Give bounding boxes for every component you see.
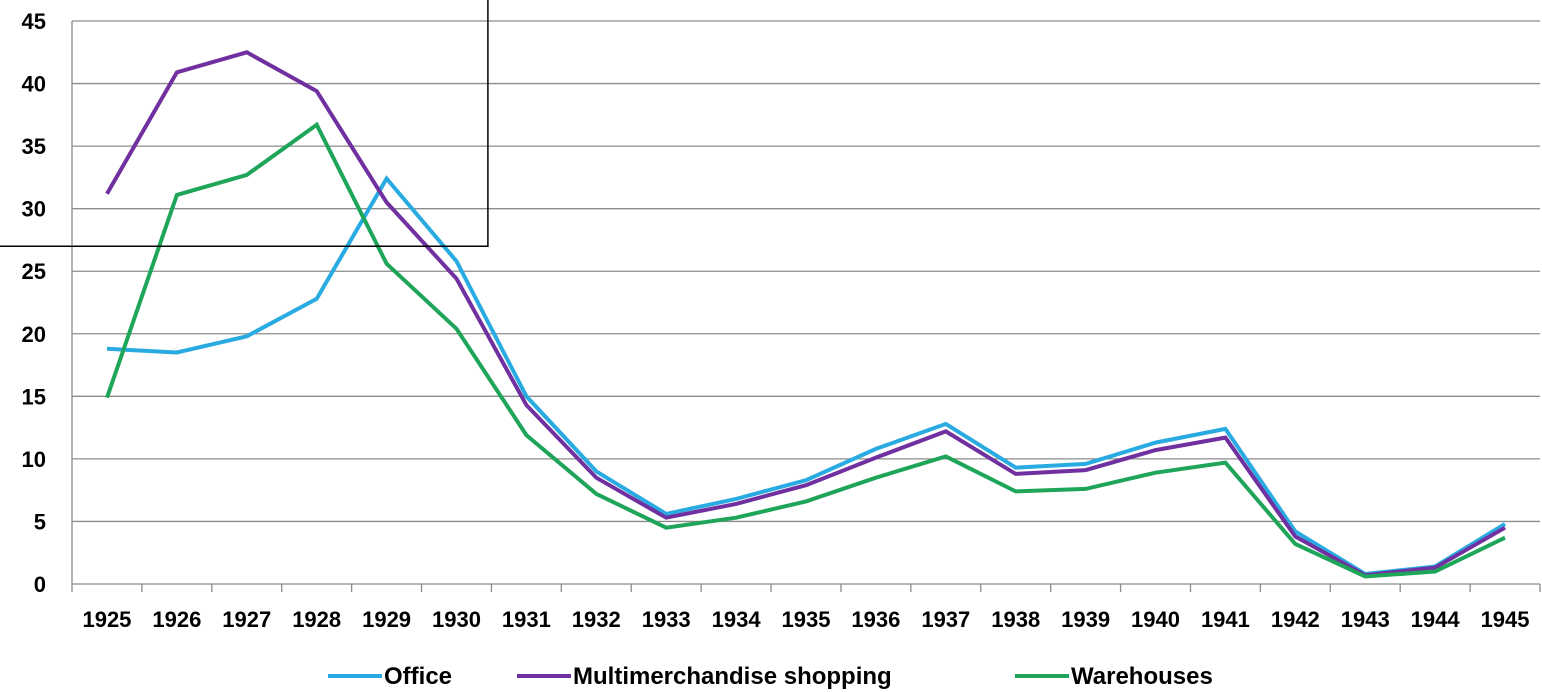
x-tick-label: 1933 (642, 607, 691, 632)
x-tick-label: 1929 (362, 607, 411, 632)
y-tick-label: 15 (22, 384, 46, 409)
x-tick-label: 1936 (851, 607, 900, 632)
highlight-box (0, 0, 489, 247)
y-tick-label: 5 (34, 509, 46, 534)
legend-item: Warehouses (1015, 663, 1213, 690)
x-tick-label: 1931 (502, 607, 551, 632)
x-tick-label: 1928 (292, 607, 341, 632)
x-tick-label: 1935 (782, 607, 831, 632)
x-tick-label: 1925 (82, 607, 131, 632)
x-tick-label: 1940 (1131, 607, 1180, 632)
y-tick-label: 35 (22, 134, 46, 159)
series-lines (105, 50, 1507, 579)
series-line-1 (106, 175, 1507, 577)
y-tick-label: 45 (22, 9, 46, 34)
x-tick-label: 1932 (572, 607, 621, 632)
y-tick-label: 10 (22, 447, 46, 472)
x-tick-label: 1937 (921, 607, 970, 632)
legend-item: Office (328, 663, 452, 690)
x-tick-label: 1939 (1061, 607, 1110, 632)
x-tick-label: 1944 (1411, 607, 1461, 632)
y-tick-label: 30 (22, 197, 46, 222)
legend-label: Multimerchandise shopping (573, 663, 892, 690)
series-line-2 (105, 50, 1506, 578)
y-tick-labels: 0 5 10 15 20 25 30 35 40 45 (22, 9, 46, 597)
x-tick-label: 1941 (1201, 607, 1250, 632)
x-tick-label: 1945 (1481, 607, 1530, 632)
legend-label: Warehouses (1071, 663, 1213, 690)
legend-label: Office (384, 663, 452, 690)
gridlines (72, 20, 1540, 523)
y-tick-label: 25 (22, 259, 46, 284)
legend-item: Multimerchandise shopping (517, 663, 892, 690)
x-tick-label: 1934 (712, 607, 762, 632)
y-tick-label: 0 (34, 572, 46, 597)
legend: Office Multimerchandise shopping Warehouse… (328, 663, 1213, 690)
x-tick-label: 1938 (991, 607, 1040, 632)
y-tick-label: 40 (22, 72, 46, 97)
x-tick-label: 1943 (1341, 607, 1390, 632)
x-tick-label: 1926 (152, 607, 201, 632)
highlight-box-border (0, 0, 489, 247)
x-tick-label: 1927 (222, 607, 271, 632)
series-line-3 (105, 121, 1506, 579)
y-tick-label: 20 (22, 322, 46, 347)
x-tick-label: 1930 (432, 607, 481, 632)
axes (71, 21, 1541, 592)
x-tick-labels: 1925 1926 1927 1928 1929 1930 1931 1932 1933 1934… (82, 607, 1529, 632)
x-tick-label: 1942 (1271, 607, 1320, 632)
